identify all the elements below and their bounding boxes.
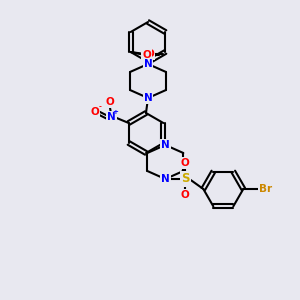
- Text: O: O: [105, 97, 114, 107]
- Text: S: S: [181, 172, 190, 185]
- Text: O: O: [145, 49, 154, 59]
- Text: N: N: [144, 93, 152, 103]
- Text: N: N: [144, 59, 152, 69]
- Text: O: O: [142, 50, 151, 60]
- Text: O: O: [181, 190, 190, 200]
- Text: +: +: [113, 109, 118, 115]
- Text: O: O: [90, 107, 99, 117]
- Text: N: N: [161, 174, 170, 184]
- Text: O: O: [181, 158, 190, 168]
- Text: N: N: [107, 112, 116, 122]
- Text: N: N: [161, 140, 170, 150]
- Text: Br: Br: [259, 184, 272, 194]
- Text: -: -: [98, 104, 101, 110]
